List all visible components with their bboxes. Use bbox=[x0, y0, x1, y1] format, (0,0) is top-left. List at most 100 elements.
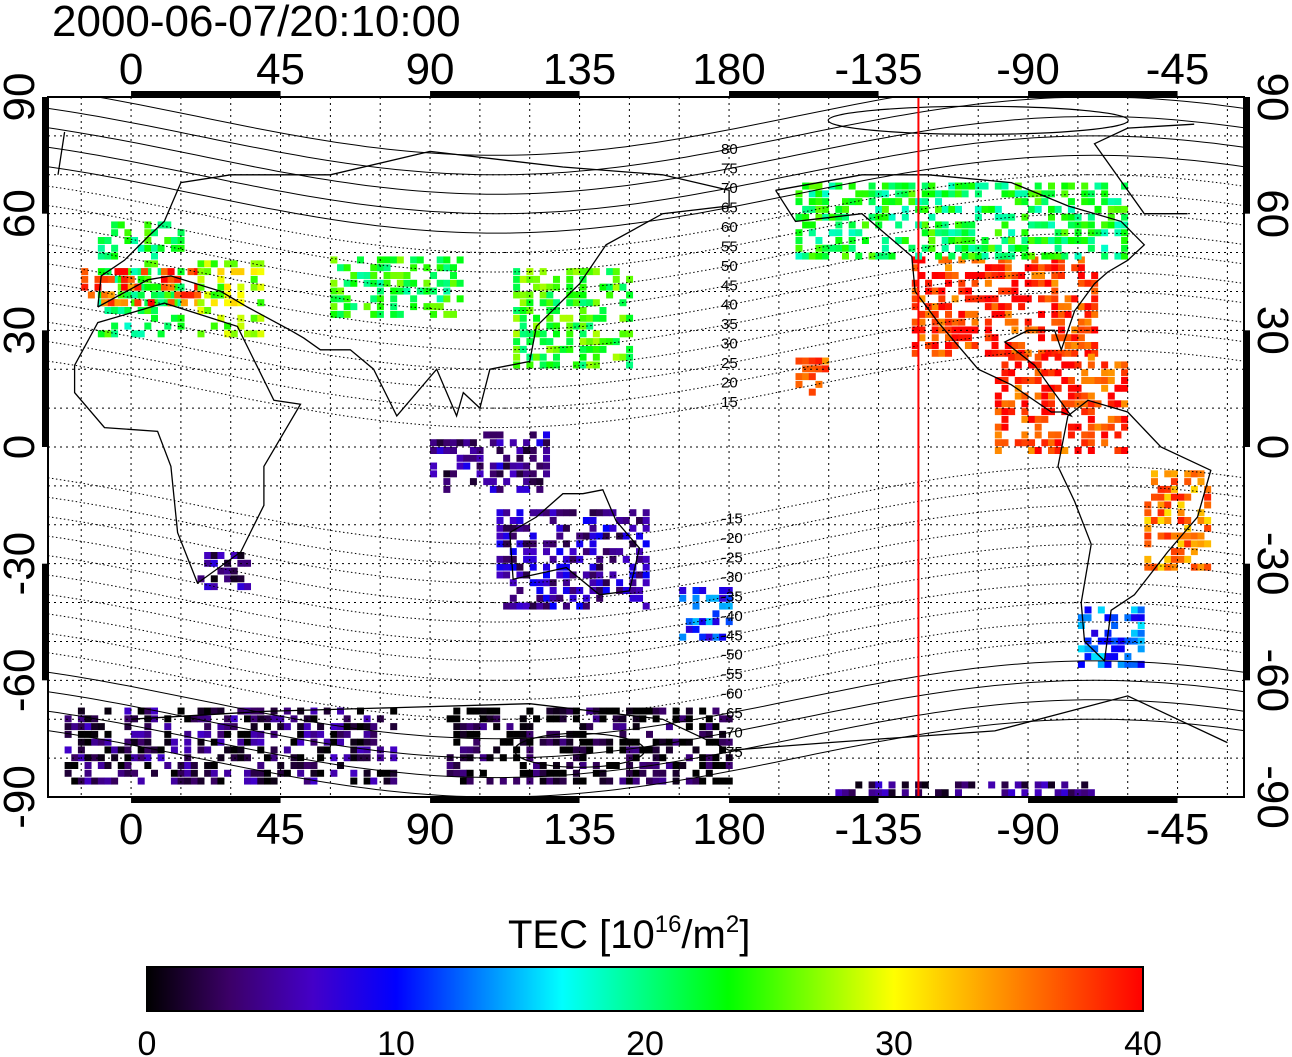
tec-cell bbox=[250, 723, 258, 731]
tec-cell bbox=[951, 272, 959, 279]
tec-cell bbox=[1204, 540, 1212, 548]
tec-cell bbox=[848, 221, 856, 229]
tec-cell bbox=[107, 275, 115, 283]
tec-cell bbox=[184, 746, 192, 754]
tec-cell bbox=[459, 723, 467, 731]
tec-cell bbox=[356, 707, 364, 715]
tec-cell bbox=[244, 707, 252, 715]
tec-cell bbox=[1157, 509, 1165, 517]
tec-cell bbox=[931, 326, 939, 334]
tec-cell bbox=[928, 244, 936, 252]
tec-cell bbox=[1091, 287, 1099, 295]
tec-cell bbox=[719, 738, 727, 746]
tec-cell bbox=[1008, 229, 1016, 237]
mlat-contour bbox=[48, 174, 1244, 254]
tec-cell bbox=[84, 723, 92, 731]
tec-cell bbox=[519, 314, 527, 322]
tec-cell bbox=[1047, 221, 1055, 229]
tec-cell bbox=[509, 548, 517, 556]
tec-cell bbox=[343, 715, 351, 723]
tec-cell bbox=[197, 268, 205, 276]
tec-cell bbox=[1004, 264, 1012, 272]
tec-cell bbox=[343, 730, 351, 738]
tec-cell bbox=[509, 579, 517, 587]
tec-cell bbox=[719, 762, 727, 769]
tec-cell bbox=[516, 524, 524, 532]
tec-cell bbox=[493, 746, 501, 754]
tec-cell bbox=[559, 777, 567, 785]
tec-cell bbox=[523, 470, 531, 478]
tec-cell bbox=[310, 730, 318, 738]
tec-cell bbox=[473, 738, 481, 746]
tec-cell bbox=[466, 730, 474, 738]
tec-cell bbox=[978, 295, 986, 303]
tec-cell bbox=[685, 625, 693, 633]
tec-cell bbox=[842, 198, 850, 206]
tec-cell bbox=[250, 330, 258, 338]
tec-cell bbox=[1111, 653, 1119, 661]
tec-cell bbox=[629, 563, 637, 571]
tec-cell bbox=[888, 789, 896, 797]
tec-cell bbox=[210, 575, 218, 583]
tec-cell bbox=[436, 256, 444, 264]
tec-cell bbox=[951, 342, 959, 349]
tec-cell bbox=[659, 707, 667, 715]
tec-cell bbox=[463, 439, 471, 447]
tec-cell bbox=[204, 723, 212, 731]
contour-label: -30 bbox=[721, 569, 743, 586]
tec-cell bbox=[1111, 614, 1119, 622]
tec-cell bbox=[370, 295, 378, 303]
tec-cell bbox=[210, 552, 218, 559]
tec-cell bbox=[815, 365, 823, 373]
tec-cell bbox=[137, 738, 145, 746]
tec-cell bbox=[1084, 318, 1092, 326]
tec-cell bbox=[808, 373, 816, 381]
tec-cell bbox=[652, 738, 660, 746]
tec-cell bbox=[875, 789, 883, 797]
tec-cell bbox=[901, 190, 909, 198]
tec-cell bbox=[626, 330, 634, 338]
tec-cell bbox=[144, 244, 152, 252]
tec-cell bbox=[942, 797, 949, 804]
tec-cell bbox=[692, 769, 700, 777]
tec-cell bbox=[1131, 614, 1139, 622]
tec-cell bbox=[257, 268, 265, 276]
tec-cell bbox=[725, 738, 733, 746]
tec-cell bbox=[270, 777, 278, 785]
tec-cell bbox=[370, 310, 378, 318]
tec-cell bbox=[237, 707, 245, 715]
tec-cell bbox=[589, 548, 597, 556]
tec-cell bbox=[536, 594, 544, 602]
tec-cell bbox=[712, 633, 720, 641]
tec-cell bbox=[1114, 361, 1122, 369]
tec-cell bbox=[602, 524, 610, 532]
tec-cell bbox=[483, 431, 491, 439]
tec-cell bbox=[174, 275, 182, 283]
tec-cell bbox=[496, 555, 504, 563]
tec-cell bbox=[1101, 369, 1109, 377]
tec-cell bbox=[1011, 295, 1019, 303]
tec-cell bbox=[1164, 501, 1172, 509]
tec-cell bbox=[579, 314, 587, 322]
tec-cell bbox=[901, 182, 909, 190]
tec-cell bbox=[77, 738, 85, 746]
tec-cell bbox=[204, 715, 212, 723]
tec-cell bbox=[652, 777, 660, 785]
tec-cell bbox=[642, 524, 650, 532]
tec-cell bbox=[543, 470, 551, 478]
tec-cell bbox=[971, 318, 979, 326]
tec-cell bbox=[566, 322, 574, 330]
tec-cell bbox=[526, 361, 534, 369]
tec-cell bbox=[1028, 237, 1036, 244]
tec-cell bbox=[456, 439, 464, 447]
tec-cell bbox=[712, 610, 720, 618]
tec-cell bbox=[489, 439, 497, 447]
tec-cell bbox=[1034, 789, 1042, 797]
tec-cell bbox=[250, 260, 258, 268]
tec-cell bbox=[1008, 237, 1016, 244]
tec-cell bbox=[562, 540, 570, 548]
tec-cell bbox=[1061, 408, 1069, 416]
tec-cell bbox=[97, 237, 105, 244]
tec-cell bbox=[1054, 447, 1062, 454]
tec-cell bbox=[1091, 272, 1099, 279]
